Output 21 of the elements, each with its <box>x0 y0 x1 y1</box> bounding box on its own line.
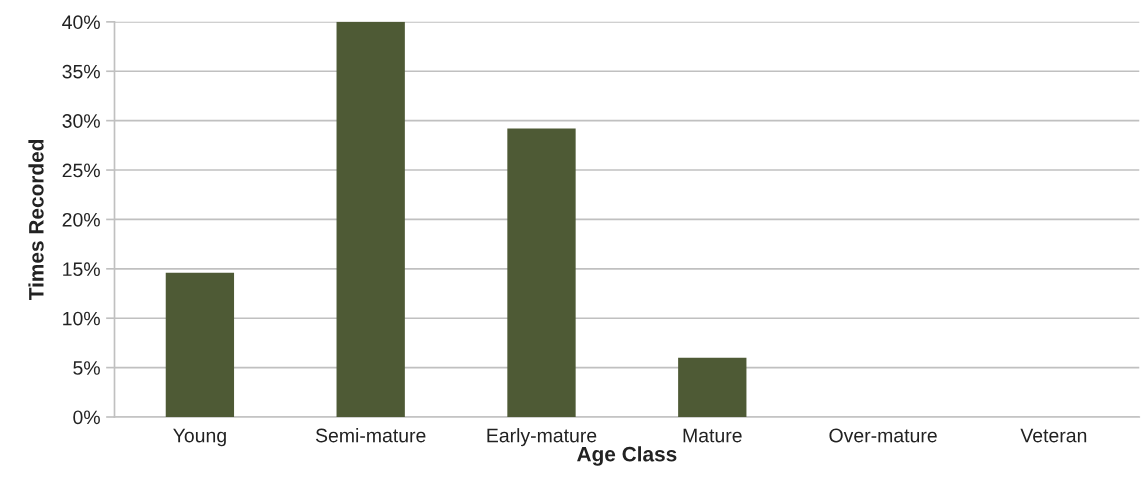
bar <box>336 21 405 417</box>
bar <box>507 128 576 417</box>
y-axis-title: Times Recorded <box>28 139 44 301</box>
x-tick-label: Early-mature <box>487 428 597 447</box>
x-tick-label: Veteran <box>1020 428 1087 443</box>
y-tick-label: 5% <box>73 361 100 375</box>
y-tick-label: 20% <box>62 212 100 227</box>
y-tick-label: 25% <box>62 163 100 178</box>
x-tick-label: Mature <box>683 428 742 443</box>
y-tick-label: 30% <box>62 114 100 128</box>
bar <box>165 272 235 417</box>
y-tick-label: 15% <box>63 262 100 277</box>
y-tick-label: 10% <box>63 311 100 326</box>
x-axis-title: Age Class <box>577 446 677 466</box>
x-tick-label: Young <box>173 428 226 447</box>
x-tick-label: Semi-mature <box>315 428 426 443</box>
x-tick-label: Over-mature <box>829 428 937 443</box>
y-tick-label: 35% <box>62 64 100 79</box>
bar <box>678 357 747 417</box>
y-tick-label: 0% <box>73 410 100 425</box>
y-tick-label: 40% <box>62 15 100 30</box>
